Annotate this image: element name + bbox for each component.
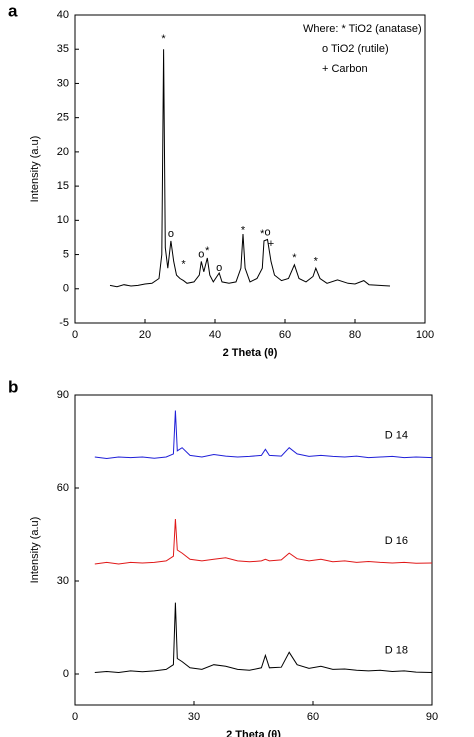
peak-marker: o	[198, 248, 204, 260]
legend-note: Where: * TiO2 (anatase)	[303, 23, 422, 35]
peak-marker: *	[260, 228, 265, 240]
peak-marker: *	[161, 33, 166, 45]
x-tick-label: 60	[307, 711, 319, 723]
y-tick-label: 30	[57, 575, 69, 587]
y-tick-label: 0	[63, 283, 69, 295]
y-tick-label: 25	[57, 112, 69, 124]
series-label: D 16	[385, 535, 408, 547]
x-tick-label: 0	[72, 711, 78, 723]
x-tick-label: 30	[188, 711, 200, 723]
x-tick-label: 0	[72, 329, 78, 341]
legend-note: + Carbon	[322, 63, 368, 75]
y-tick-label: 30	[57, 77, 69, 89]
y-tick-label: 20	[57, 146, 69, 158]
peak-marker: o	[168, 228, 174, 240]
y-axis-label: Intensity (a.u)	[29, 136, 41, 203]
y-tick-label: -5	[59, 317, 69, 329]
peak-marker: *	[205, 245, 210, 257]
y-tick-label: 35	[57, 43, 69, 55]
peak-marker: o	[264, 227, 270, 239]
x-tick-label: 80	[349, 329, 361, 341]
x-tick-label: 100	[416, 329, 434, 341]
x-axis-label: 2 Theta (θ)	[226, 729, 281, 737]
y-tick-label: 10	[57, 214, 69, 226]
plot-frame	[74, 394, 433, 706]
xrd-line	[94, 518, 433, 565]
x-tick-label: 20	[139, 329, 151, 341]
peak-marker: *	[292, 252, 297, 264]
y-tick-label: 60	[57, 482, 69, 494]
y-tick-label: 5	[63, 248, 69, 260]
xrd-line	[94, 410, 433, 460]
x-tick-label: 40	[209, 329, 221, 341]
x-tick-label: 60	[279, 329, 291, 341]
y-tick-label: 90	[57, 389, 69, 401]
peak-marker: o	[216, 262, 222, 274]
series-label: D 14	[385, 430, 408, 442]
xrd-line	[109, 49, 391, 288]
xrd-line	[94, 602, 433, 674]
y-tick-label: 15	[57, 180, 69, 192]
peak-marker: *	[314, 255, 319, 267]
peak-marker: *	[181, 259, 186, 271]
peak-marker: +	[268, 238, 274, 250]
panel-label: b	[8, 377, 18, 396]
peak-marker: *	[241, 225, 246, 237]
plot-frame	[74, 14, 426, 324]
y-tick-label: 40	[57, 9, 69, 21]
legend-note: o TiO2 (rutile)	[322, 43, 389, 55]
x-axis-label: 2 Theta (θ)	[223, 347, 278, 359]
y-axis-label: Intensity (a.u)	[29, 517, 41, 584]
series-label: D 18	[385, 644, 408, 656]
panel-label: a	[8, 1, 18, 20]
y-tick-label: 0	[63, 668, 69, 680]
x-tick-label: 90	[426, 711, 438, 723]
